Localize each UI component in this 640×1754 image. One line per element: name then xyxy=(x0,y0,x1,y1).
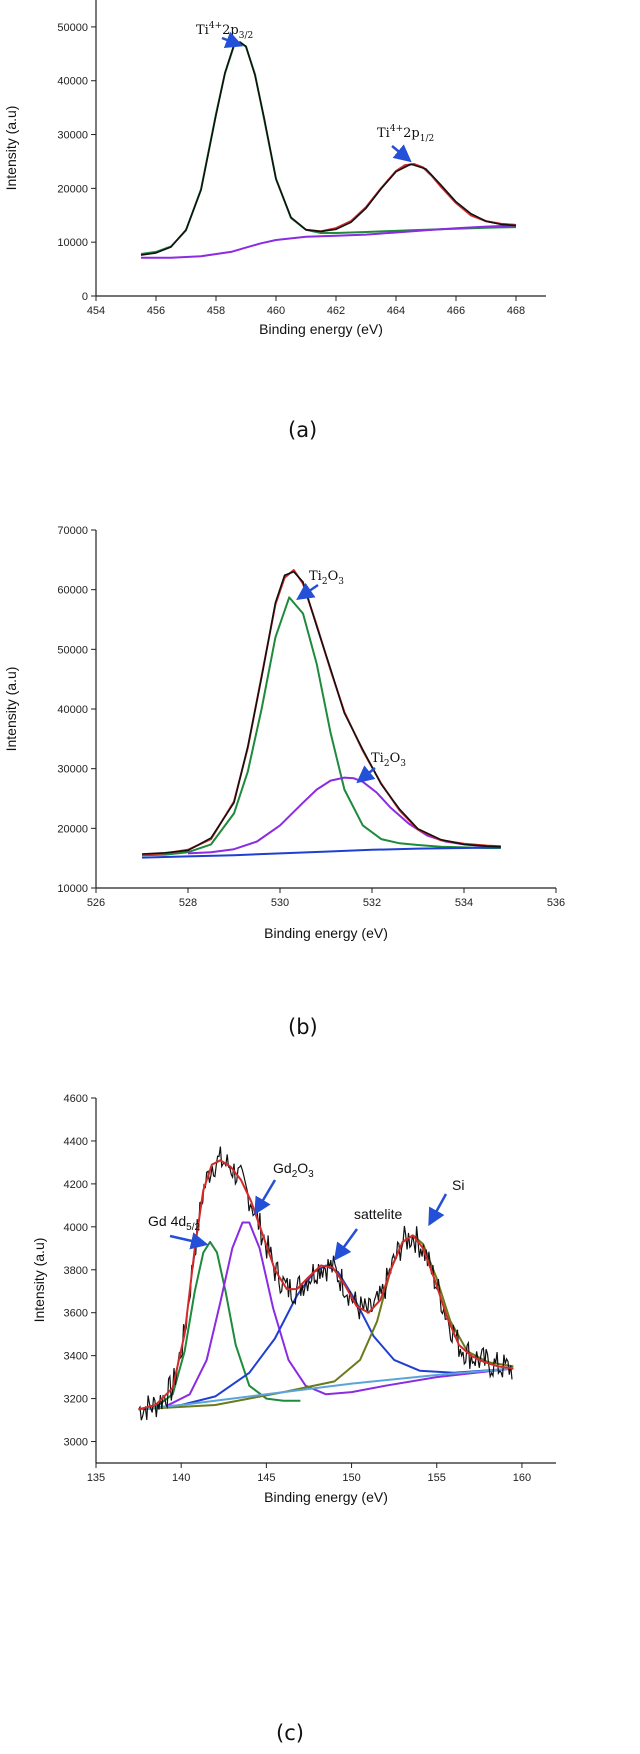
x-tick-label-c: 145 xyxy=(257,1472,275,1484)
panel-c: 135 140 145 150 155 160 3000 3200 3400 3600 3800 40… xyxy=(31,1093,556,1745)
annotation-ti2o3-1: Ti2O3 xyxy=(296,569,344,600)
y-tick-label-a: 0 xyxy=(82,291,88,303)
x-tick-label-c: 155 xyxy=(428,1472,446,1484)
y-tick-label-a: 30000 xyxy=(57,130,88,142)
x-tick-label-c: 135 xyxy=(87,1472,105,1484)
series-a-ti4-2p3-2-fit xyxy=(140,41,517,255)
y-axis-label-b: Intensity (a.u) xyxy=(3,667,19,752)
y-tick-label-b: 20000 xyxy=(57,823,88,835)
y-tick-label-b: 70000 xyxy=(57,525,88,537)
x-tick-label-c: 140 xyxy=(172,1472,190,1484)
arrow-ti2o3-1 xyxy=(296,582,319,600)
x-axis-label-c: Binding energy (eV) xyxy=(264,1489,388,1505)
y-axis-label-a: Intensity (a.u) xyxy=(3,106,19,191)
annotation-sattelite: sattelite xyxy=(333,1206,402,1261)
label-ti-2p32: Ti4+2p3/2 xyxy=(196,21,253,41)
series-b-background xyxy=(141,846,501,859)
y-axis-label-c: Intensity (a.u) xyxy=(31,1238,47,1323)
x-tick-label-b: 528 xyxy=(179,897,197,909)
annotation-si: Si xyxy=(428,1177,464,1227)
label-ti2o3-2: Ti2O3 xyxy=(371,751,406,769)
x-tick-label-a: 456 xyxy=(147,305,165,317)
x-tick-label-b: 534 xyxy=(455,897,473,909)
plot-area-c: 135 140 145 150 155 160 3000 3200 3400 3600 3800 40… xyxy=(31,1093,556,1505)
x-tick-label-b: 526 xyxy=(87,897,105,909)
series-b-experimental xyxy=(141,571,501,855)
label-si: Si xyxy=(452,1177,464,1193)
label-sattelite: sattelite xyxy=(354,1206,402,1222)
label-gd4d: Gd 4d5/2 xyxy=(148,1213,200,1233)
annotation-ti-2p32: Ti4+2p3/2 xyxy=(196,21,253,49)
x-tick-label-a: 468 xyxy=(507,305,525,317)
y-tick-label-c: 4600 xyxy=(64,1093,88,1105)
annotation-gd2o3: Gd2O3 xyxy=(254,1160,314,1216)
arrow-gd4d xyxy=(169,1232,209,1250)
x-tick-label-a: 460 xyxy=(267,305,285,317)
x-tick-label-b: 532 xyxy=(363,897,381,909)
caption-b: (b) xyxy=(288,1015,318,1039)
y-tick-label-b: 30000 xyxy=(57,764,88,776)
series-b-fitted-envelope xyxy=(141,569,501,856)
y-tick-label-a: 20000 xyxy=(57,183,88,195)
arrow-sattelite xyxy=(333,1228,359,1261)
y-tick-label-c: 3200 xyxy=(64,1394,88,1406)
y-tick-label-a: 40000 xyxy=(57,76,88,88)
y-tick-label-c: 3400 xyxy=(64,1351,88,1363)
x-tick-label-a: 464 xyxy=(387,305,405,317)
label-ti-2p12: Ti4+2p1/2 xyxy=(377,124,434,144)
arrow-ti2o3-2 xyxy=(356,765,376,784)
x-tick-label-a: 462 xyxy=(327,305,345,317)
series-b-component-1 xyxy=(141,596,501,857)
label-ti2o3-1: Ti2O3 xyxy=(309,569,344,587)
plot-area-a: 454 456 458 460 462 464 466 468 0 10000 20000 30000… xyxy=(3,0,546,337)
y-tick-label-c: 3800 xyxy=(64,1265,88,1277)
y-tick-label-c: 4000 xyxy=(64,1222,88,1234)
series-a-background xyxy=(141,224,517,259)
label-gd2o3: Gd2O3 xyxy=(273,1160,314,1180)
y-tick-label-c: 4400 xyxy=(64,1136,88,1148)
arrow-ti-2p12 xyxy=(391,144,412,163)
series-c-gd2o3 xyxy=(138,1221,514,1411)
panel-a: 454 456 458 460 462 464 466 468 0 10000 20000 30000… xyxy=(3,0,546,442)
arrow-gd2o3 xyxy=(254,1179,277,1216)
panel-b: 526 528 530 532 534 536 10000 20000 30000 40000 50… xyxy=(3,525,565,1039)
y-tick-label-c: 3000 xyxy=(64,1437,88,1449)
annotation-gd4d: Gd 4d5/2 xyxy=(148,1213,209,1250)
arrow-ti-2p32 xyxy=(221,31,244,49)
annotation-ti-2p12: Ti4+2p1/2 xyxy=(377,124,434,163)
y-tick-label-b: 10000 xyxy=(57,883,88,895)
arrow-si xyxy=(428,1193,448,1227)
x-axis-label-b: Binding energy (eV) xyxy=(264,925,388,941)
caption-c: (c) xyxy=(276,1721,304,1745)
plot-area-b: 526 528 530 532 534 536 10000 20000 30000 40000 50… xyxy=(3,525,565,941)
x-tick-label-a: 458 xyxy=(207,305,225,317)
x-axis-label-a: Binding energy (eV) xyxy=(259,321,383,337)
y-tick-label-c: 3600 xyxy=(64,1308,88,1320)
y-tick-label-b: 50000 xyxy=(57,644,88,656)
series-c-background xyxy=(138,1367,514,1411)
y-tick-label-a: 10000 xyxy=(57,237,88,249)
x-tick-label-c: 150 xyxy=(342,1472,360,1484)
y-tick-label-a: 50000 xyxy=(57,22,88,34)
y-tick-label-b: 60000 xyxy=(57,585,88,597)
series-a-fitted-envelope xyxy=(305,163,517,233)
x-tick-label-b: 536 xyxy=(547,897,565,909)
x-tick-label-a: 466 xyxy=(447,305,465,317)
caption-a: (a) xyxy=(288,418,317,442)
series-c-fitted-envelope xyxy=(138,1159,514,1411)
series-a-experimental xyxy=(140,41,517,256)
x-tick-label-a: 454 xyxy=(87,305,105,317)
y-tick-label-c: 4200 xyxy=(64,1179,88,1191)
x-tick-label-c: 160 xyxy=(513,1472,531,1484)
y-tick-label-b: 40000 xyxy=(57,704,88,716)
x-tick-label-b: 530 xyxy=(271,897,289,909)
annotation-ti2o3-2: Ti2O3 xyxy=(356,751,406,784)
